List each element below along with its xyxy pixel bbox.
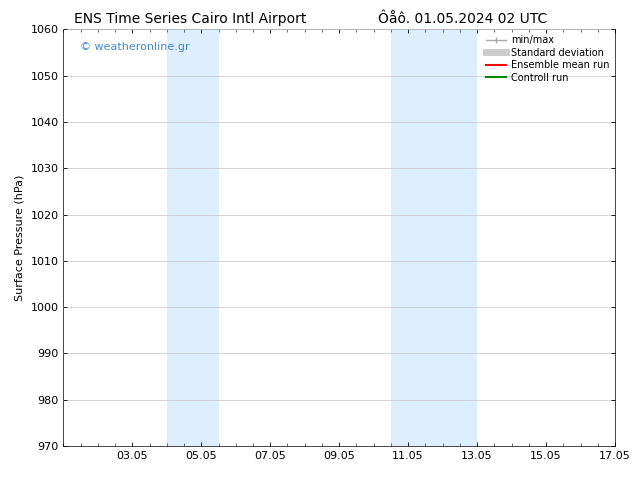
- Text: ENS Time Series Cairo Intl Airport: ENS Time Series Cairo Intl Airport: [74, 12, 306, 26]
- Bar: [391, 29, 477, 446]
- Text: © weatheronline.gr: © weatheronline.gr: [80, 42, 190, 52]
- Bar: [167, 29, 219, 446]
- Text: Ôåô. 01.05.2024 02 UTC: Ôåô. 01.05.2024 02 UTC: [378, 12, 547, 26]
- Legend: min/max, Standard deviation, Ensemble mean run, Controll run: min/max, Standard deviation, Ensemble me…: [483, 32, 612, 85]
- Y-axis label: Surface Pressure (hPa): Surface Pressure (hPa): [15, 174, 25, 301]
